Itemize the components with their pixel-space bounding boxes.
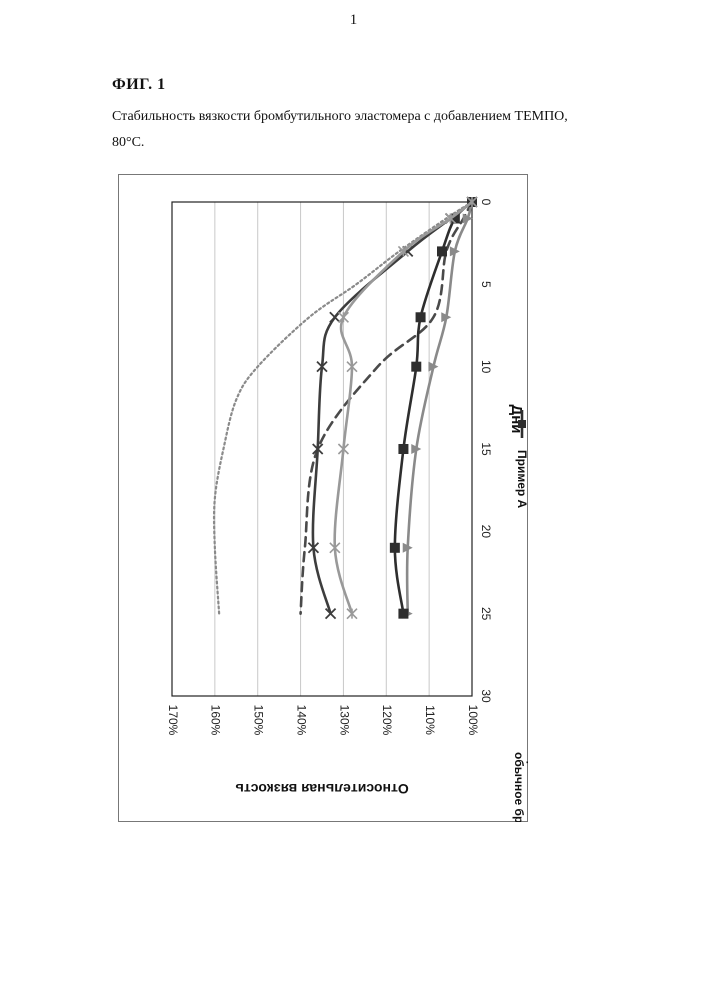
data-point bbox=[330, 312, 340, 322]
x-tick-label: 10 bbox=[479, 360, 493, 374]
data-point bbox=[437, 246, 447, 256]
y-tick-label: 140% bbox=[294, 705, 308, 736]
legend-entry: Сравнительный пример,обычное бромировани… bbox=[512, 712, 528, 822]
data-point bbox=[390, 543, 400, 553]
legend-marker bbox=[518, 420, 526, 428]
x-tick-label: 25 bbox=[479, 607, 493, 621]
series-layer bbox=[214, 197, 477, 619]
page-number: 1 bbox=[0, 12, 707, 29]
series-line bbox=[407, 202, 472, 614]
y-tick-label: 110% bbox=[423, 705, 437, 735]
x-tick-label: 0 bbox=[479, 199, 493, 206]
data-point bbox=[411, 362, 421, 372]
x-tick-label: 5 bbox=[479, 281, 493, 288]
legend: Сравнительный пример,обычное бромировани… bbox=[512, 410, 528, 822]
y-tick-label: 170% bbox=[166, 705, 180, 736]
legend-label: Пример A bbox=[515, 450, 528, 509]
legend-label-line: Пример A bbox=[515, 450, 528, 509]
x-tick-label: 30 bbox=[479, 689, 493, 703]
figure-label: ФИГ. 1 bbox=[112, 76, 166, 94]
data-point bbox=[398, 609, 408, 619]
series-4 bbox=[390, 197, 477, 619]
data-point bbox=[347, 362, 357, 372]
data-point bbox=[330, 543, 340, 553]
y-tick-label: 130% bbox=[337, 705, 351, 736]
y-axis-label: Относительная вязкость bbox=[235, 781, 409, 797]
x-tick-label: 20 bbox=[479, 525, 493, 539]
y-tick-label: 160% bbox=[209, 705, 223, 736]
plot-area bbox=[172, 202, 472, 696]
data-point bbox=[398, 444, 408, 454]
legend-label: Сравнительный пример,обычное бромировани… bbox=[512, 752, 528, 822]
gridlines bbox=[215, 202, 429, 696]
viscosity-chart: 0 5 10 15 20 25 30 100% 110% 120% 130% 140% 150% 160%… bbox=[118, 174, 528, 822]
data-point bbox=[338, 312, 348, 322]
y-tick-label: 150% bbox=[252, 705, 266, 736]
series-6 bbox=[330, 197, 477, 619]
y-tick-label: 120% bbox=[380, 705, 394, 736]
data-point bbox=[338, 444, 348, 454]
x-tick-label: 15 bbox=[479, 442, 493, 456]
figure-caption: Стабильность вязкости бромбутильного эла… bbox=[112, 104, 582, 156]
data-point bbox=[347, 609, 357, 619]
y-tick-label: 100% bbox=[466, 705, 480, 736]
data-point bbox=[416, 312, 426, 322]
legend-label-line: обычное бромирование bbox=[512, 752, 526, 822]
